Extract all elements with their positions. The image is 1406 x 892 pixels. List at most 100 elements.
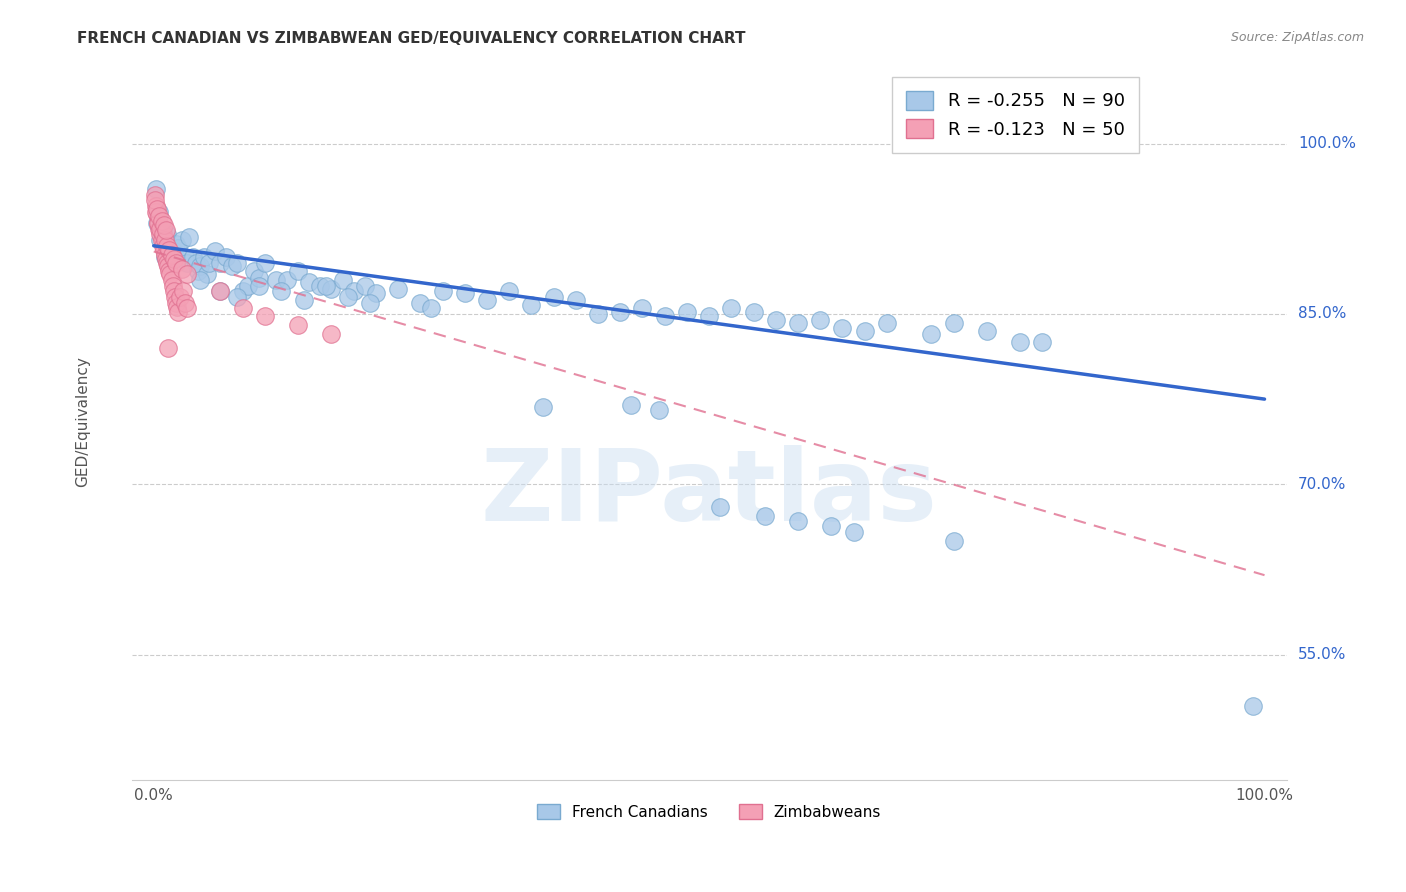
- Point: [253, 256, 276, 270]
- Point: [247, 270, 270, 285]
- Point: [159, 256, 181, 270]
- Point: [163, 244, 186, 259]
- Point: [337, 290, 360, 304]
- Point: [226, 256, 249, 270]
- Point: [155, 252, 177, 267]
- Point: [146, 202, 169, 217]
- Text: 100.0%: 100.0%: [1298, 136, 1355, 151]
- Point: [1010, 335, 1032, 350]
- Point: [215, 250, 238, 264]
- Point: [454, 286, 477, 301]
- Point: [153, 248, 176, 262]
- Text: FRENCH CANADIAN VS ZIMBABWEAN GED/EQUIVALENCY CORRELATION CHART: FRENCH CANADIAN VS ZIMBABWEAN GED/EQUIVA…: [77, 31, 745, 46]
- Point: [157, 259, 180, 273]
- Point: [654, 309, 676, 323]
- Point: [156, 239, 179, 253]
- Point: [167, 241, 190, 255]
- Point: [209, 284, 232, 298]
- Point: [321, 327, 343, 342]
- Point: [586, 307, 609, 321]
- Point: [148, 216, 170, 230]
- Point: [169, 290, 191, 304]
- Point: [146, 207, 169, 221]
- Point: [153, 233, 176, 247]
- Point: [149, 227, 172, 242]
- Point: [242, 264, 264, 278]
- Point: [676, 304, 699, 318]
- Point: [387, 282, 409, 296]
- Point: [531, 400, 554, 414]
- Text: 85.0%: 85.0%: [1298, 307, 1346, 321]
- Point: [321, 282, 343, 296]
- Point: [475, 293, 498, 308]
- Point: [820, 519, 842, 533]
- Point: [221, 259, 243, 273]
- Point: [162, 278, 184, 293]
- Point: [143, 194, 166, 208]
- Point: [156, 227, 179, 242]
- Point: [287, 264, 309, 278]
- Point: [159, 267, 181, 281]
- Point: [160, 273, 183, 287]
- Point: [165, 295, 187, 310]
- Point: [976, 324, 998, 338]
- Point: [420, 301, 443, 316]
- Point: [145, 204, 167, 219]
- Point: [292, 293, 315, 308]
- Point: [298, 275, 321, 289]
- Point: [742, 304, 765, 318]
- Point: [204, 244, 226, 259]
- Point: [167, 304, 190, 318]
- Point: [170, 261, 193, 276]
- Point: [146, 216, 169, 230]
- Point: [343, 284, 366, 298]
- Point: [190, 259, 212, 273]
- Point: [432, 284, 454, 298]
- Point: [720, 301, 742, 316]
- Point: [150, 214, 173, 228]
- Point: [184, 256, 207, 270]
- Point: [631, 301, 654, 316]
- Point: [565, 293, 588, 308]
- Point: [232, 284, 254, 298]
- Point: [157, 244, 180, 258]
- Point: [270, 284, 292, 298]
- Point: [364, 286, 387, 301]
- Point: [315, 278, 337, 293]
- Point: [145, 199, 167, 213]
- Point: [163, 284, 186, 298]
- Point: [808, 312, 831, 326]
- Point: [157, 264, 180, 278]
- Point: [198, 256, 221, 270]
- Point: [842, 524, 865, 539]
- Point: [149, 233, 172, 247]
- Point: [332, 273, 354, 287]
- Point: [1241, 698, 1264, 713]
- Point: [155, 223, 177, 237]
- Point: [620, 398, 643, 412]
- Point: [287, 318, 309, 333]
- Point: [152, 221, 174, 235]
- Point: [853, 324, 876, 338]
- Point: [172, 284, 194, 298]
- Point: [176, 301, 198, 316]
- Point: [264, 273, 287, 287]
- Point: [190, 273, 212, 287]
- Point: [209, 256, 232, 270]
- Point: [173, 250, 195, 264]
- Point: [276, 273, 298, 287]
- Point: [195, 267, 218, 281]
- Point: [176, 256, 198, 270]
- Point: [148, 209, 170, 223]
- Text: 55.0%: 55.0%: [1298, 648, 1346, 662]
- Point: [209, 284, 232, 298]
- Point: [876, 316, 898, 330]
- Point: [520, 298, 543, 312]
- Point: [409, 295, 432, 310]
- Point: [193, 250, 215, 264]
- Text: 70.0%: 70.0%: [1298, 477, 1346, 491]
- Point: [152, 239, 174, 253]
- Point: [353, 278, 375, 293]
- Point: [148, 216, 170, 230]
- Point: [787, 514, 810, 528]
